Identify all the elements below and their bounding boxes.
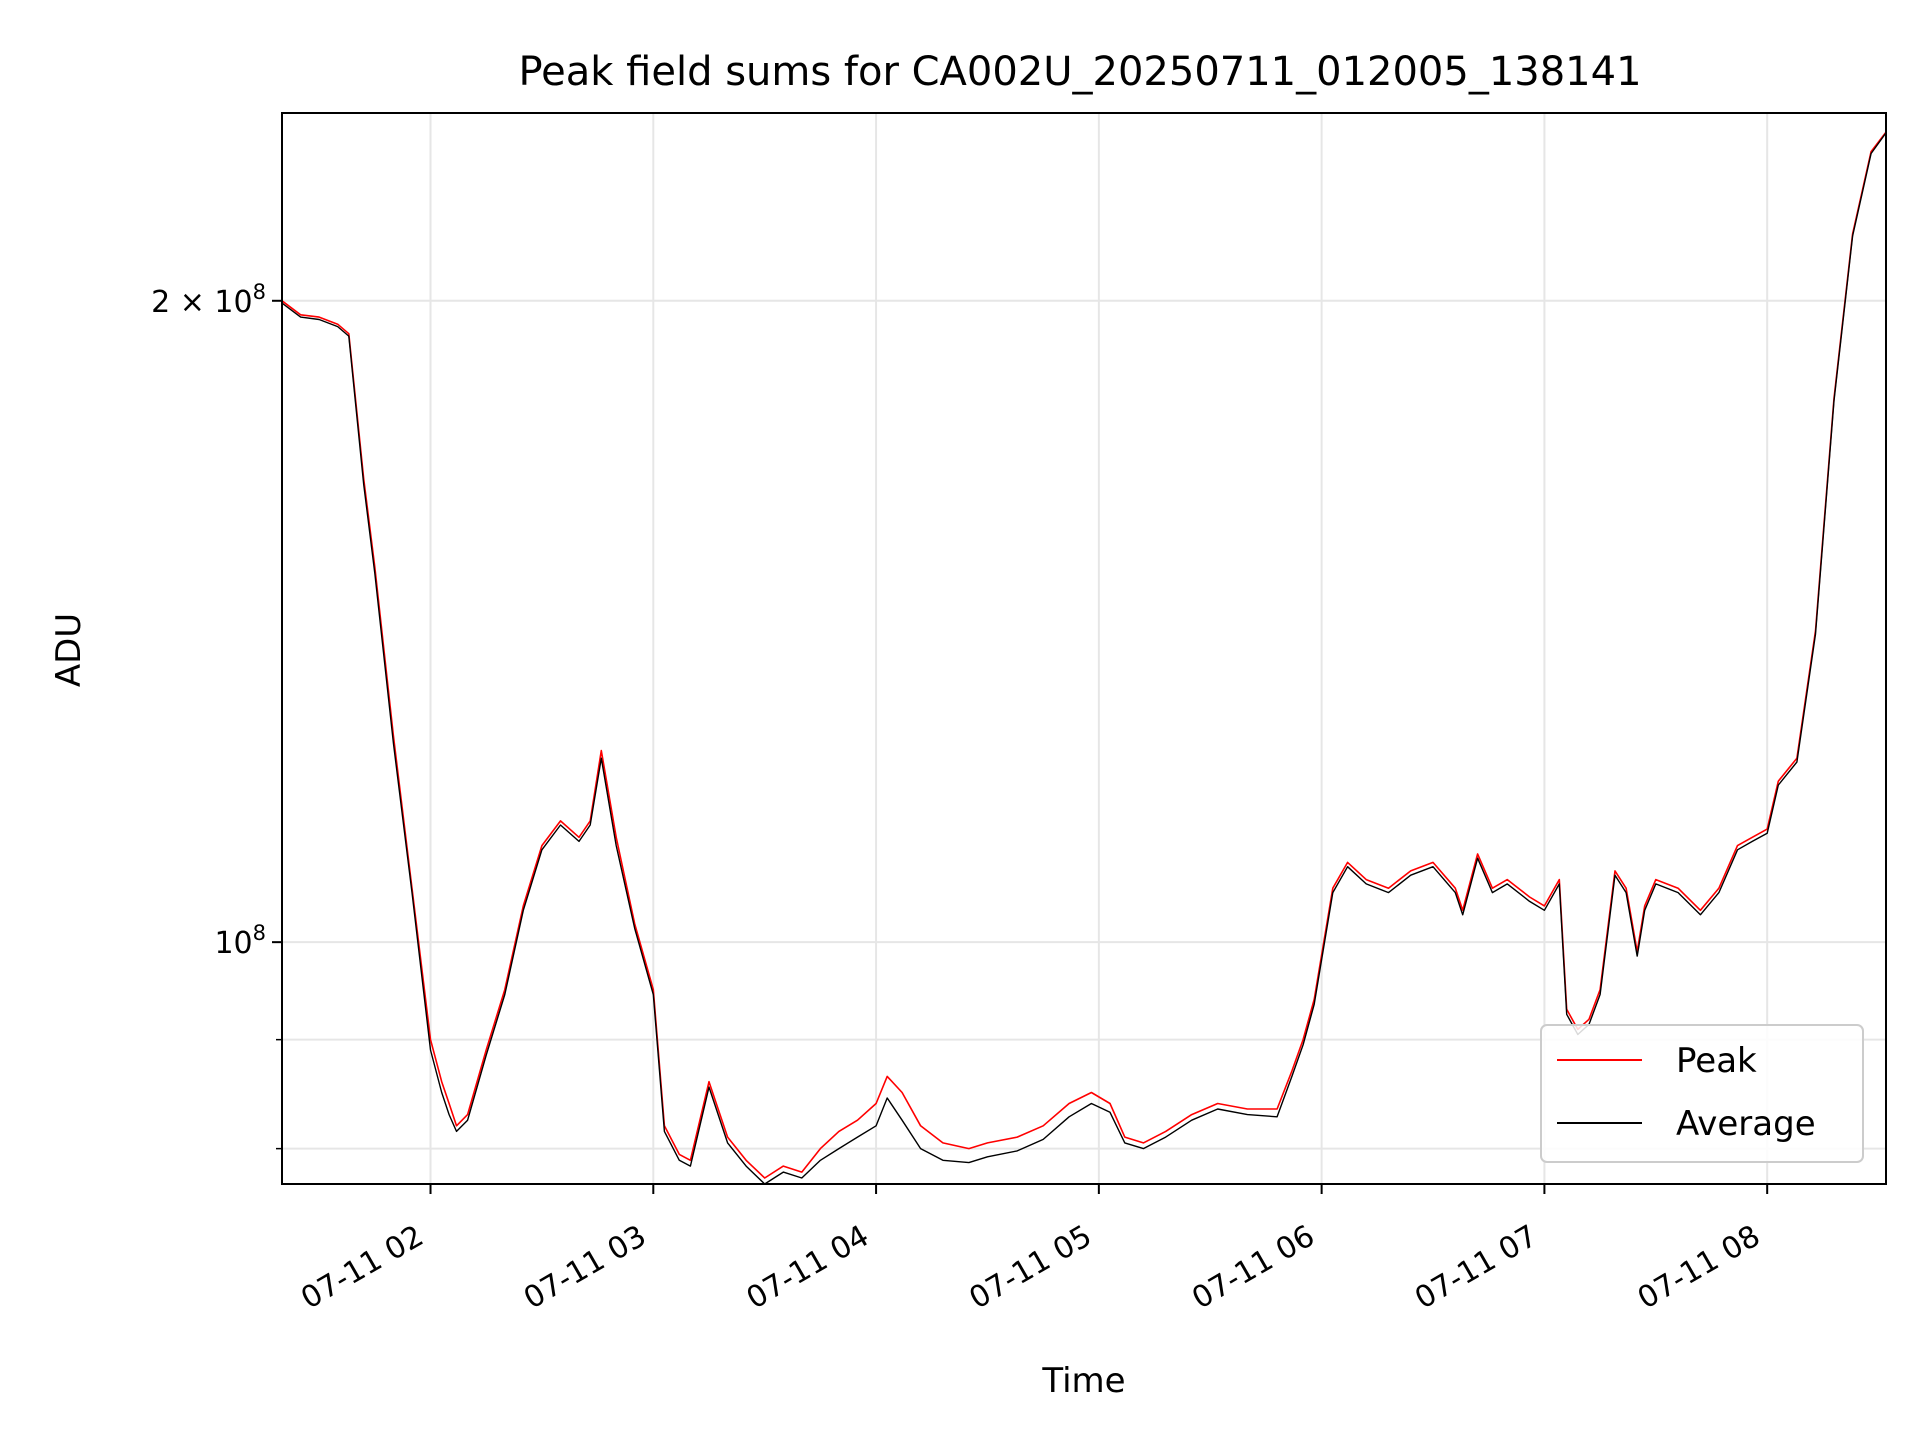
series-line-peak bbox=[281, 131, 1887, 1179]
y-axis-label: ADU bbox=[49, 613, 89, 687]
x-axis-label: Time bbox=[1041, 1361, 1125, 1401]
plot-area-frame bbox=[281, 112, 1887, 1185]
y-axis-ticks: 2 × 108 108 bbox=[151, 280, 282, 1150]
y-tick-label: 2 × 108 bbox=[151, 280, 266, 320]
legend-label-average: Average bbox=[1676, 1104, 1816, 1144]
series-line-average bbox=[281, 132, 1887, 1185]
chart-title: Peak field sums for CA002U_20250711_0120… bbox=[518, 49, 1641, 95]
legend-label-peak: Peak bbox=[1676, 1041, 1757, 1081]
y-tick-label: 108 bbox=[214, 921, 266, 961]
series-lines bbox=[281, 131, 1887, 1185]
legend: Peak Average bbox=[1540, 1024, 1864, 1163]
